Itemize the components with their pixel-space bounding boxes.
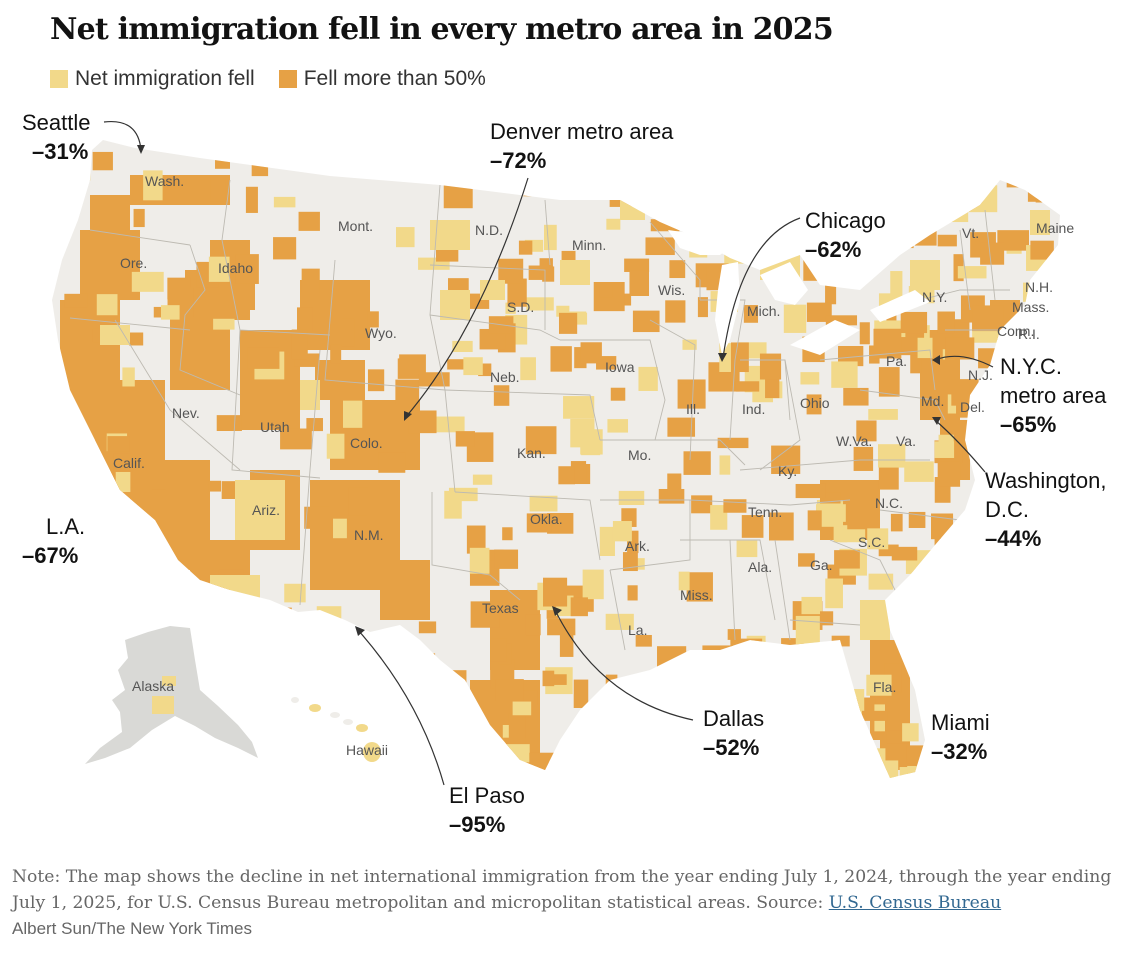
alaska-region-fell-2 — [162, 676, 176, 686]
credit: Albert Sun/The New York Times — [12, 919, 253, 938]
legend: Net immigration fell Fell more than 50% — [50, 67, 510, 91]
state-label-nev: Nev. — [172, 405, 200, 421]
callout-name-nyc: N.Y.C. — [1000, 354, 1062, 379]
source-link[interactable]: U.S. Census Bureau — [828, 893, 1002, 913]
state-label-alaska: Alaska — [132, 678, 174, 694]
state-label-conn: Conn. — [997, 323, 1034, 339]
callout-value-dallas: –52% — [703, 735, 759, 760]
state-label-nh: N.H. — [1025, 279, 1053, 295]
callout-name2-dc: D.C. — [985, 497, 1029, 522]
callout-name-la: L.A. — [46, 514, 85, 539]
state-label-colo: Colo. — [350, 435, 383, 451]
legend-label-fell: Net immigration fell — [75, 67, 255, 90]
state-label-miss: Miss. — [680, 587, 713, 603]
alaska-region-fell — [152, 696, 174, 714]
callouts: Seattle –31% Denver metro area –72% Chic… — [22, 110, 1107, 837]
state-label-hawaii: Hawaii — [346, 742, 388, 758]
state-label-ga: Ga. — [810, 557, 833, 573]
callout-value-miami: –32% — [931, 739, 987, 764]
state-label-mass: Mass. — [1012, 299, 1049, 315]
state-label-minn: Minn. — [572, 237, 606, 253]
us-map: Wash. Mont. N.D. Minn. Ore. Idaho S.D. W… — [22, 110, 1107, 837]
callout-name2-nyc: metro area — [1000, 383, 1107, 408]
legend-label-fell-more: Fell more than 50% — [303, 67, 486, 90]
state-label-nm: N.M. — [354, 527, 384, 543]
callout-value-nyc: –65% — [1000, 412, 1056, 437]
chart-title: Net immigration fell in every metro area… — [50, 12, 834, 47]
state-borders — [69, 179, 1010, 651]
callout-name-dallas: Dallas — [703, 706, 764, 731]
note-text: Note: The map shows the decline in net i… — [12, 867, 1112, 913]
callout-leaders — [103, 120, 994, 786]
state-label-pa: Pa. — [886, 353, 907, 369]
state-labels: Wash. Mont. N.D. Minn. Ore. Idaho S.D. W… — [113, 173, 1074, 758]
legend-item-fell-more: Fell more than 50% — [278, 67, 486, 91]
state-label-nc: N.C. — [875, 495, 903, 511]
state-label-mont: Mont. — [338, 218, 373, 234]
callout-value-denver: –72% — [490, 148, 546, 173]
state-label-wva: W.Va. — [836, 433, 872, 449]
callout-value-chicago: –62% — [805, 237, 861, 262]
note: Note: The map shows the decline in net i… — [12, 864, 1132, 916]
state-label-idaho: Idaho — [218, 260, 253, 276]
state-label-wis: Wis. — [658, 282, 685, 298]
state-label-wash: Wash. — [145, 173, 184, 189]
callout-value-dc: –44% — [985, 526, 1041, 551]
legend-swatch-fell-more — [278, 70, 297, 88]
state-label-ri: R.I. — [1018, 326, 1040, 342]
callout-value-la: –67% — [22, 543, 78, 568]
state-label-kan: Kan. — [517, 445, 546, 461]
state-label-ala: Ala. — [748, 559, 772, 575]
state-label-mich: Mich. — [747, 303, 780, 319]
state-label-maine: Maine — [1036, 220, 1074, 236]
state-label-wyo: Wyo. — [365, 325, 397, 341]
great-lakes — [668, 230, 930, 355]
callout-value-el-paso: –95% — [449, 812, 505, 837]
callout-name-el-paso: El Paso — [449, 783, 525, 808]
callout-name-denver: Denver metro area — [490, 119, 674, 144]
state-label-sd: S.D. — [507, 299, 534, 315]
state-label-okla: Okla. — [530, 511, 563, 527]
callout-value-seattle: –31% — [32, 139, 88, 164]
state-label-tenn: Tenn. — [748, 504, 782, 520]
state-label-ariz: Ariz. — [252, 502, 280, 518]
state-label-va: Va. — [896, 433, 916, 449]
state-label-fla: Fla. — [873, 679, 896, 695]
state-label-ohio: Ohio — [800, 395, 830, 411]
state-label-utah: Utah — [260, 419, 290, 435]
state-label-ark: Ark. — [625, 538, 650, 554]
state-label-la: La. — [628, 622, 647, 638]
callout-name-seattle: Seattle — [22, 110, 91, 135]
state-label-ore: Ore. — [120, 255, 147, 271]
alaska-shape — [85, 626, 258, 764]
state-label-ny: N.Y. — [922, 289, 947, 305]
state-label-nd: N.D. — [475, 222, 503, 238]
state-label-ind: Ind. — [742, 401, 765, 417]
state-label-vt: Vt. — [962, 225, 979, 241]
state-label-sc: S.C. — [858, 534, 885, 550]
state-label-nj: N.J. — [968, 367, 993, 383]
legend-swatch-fell — [50, 70, 68, 88]
state-label-ill: Ill. — [686, 401, 700, 417]
state-label-del: Del. — [960, 399, 985, 415]
state-label-md: Md. — [921, 393, 944, 409]
callout-name-dc: Washington, — [985, 468, 1106, 493]
hawaii-shapes — [291, 697, 381, 762]
callout-name-miami: Miami — [931, 710, 990, 735]
callout-arrowheads — [137, 145, 941, 636]
state-label-texas: Texas — [482, 600, 519, 616]
state-label-calif: Calif. — [113, 455, 145, 471]
state-label-neb: Neb. — [490, 369, 520, 385]
legend-item-fell: Net immigration fell — [50, 67, 255, 91]
state-label-ky: Ky. — [778, 463, 797, 479]
state-label-mo: Mo. — [628, 447, 651, 463]
callout-name-chicago: Chicago — [805, 208, 886, 233]
state-label-iowa: Iowa — [605, 359, 635, 375]
